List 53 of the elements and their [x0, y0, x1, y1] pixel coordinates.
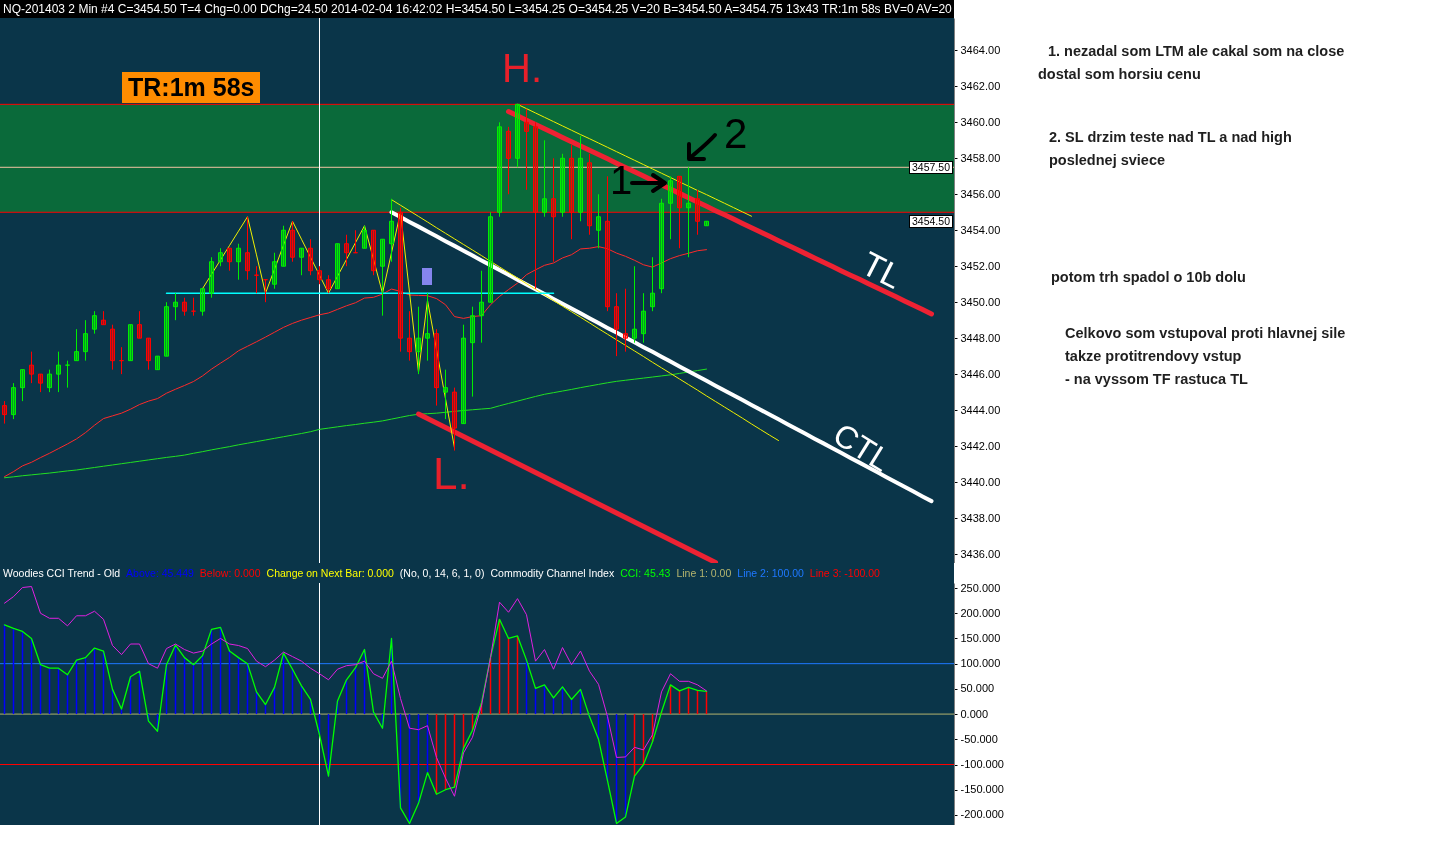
y-tick-label: 0.000 — [960, 707, 989, 720]
y-tick-label: -100.000 — [960, 758, 1004, 770]
annotation: 2 — [724, 110, 748, 159]
text: - na vyssom TF rastuca TL — [1065, 371, 1248, 388]
ref-line-label: Line 1: 0.00 — [676, 567, 732, 579]
annotation: 1 — [610, 157, 633, 203]
chart-title: NQ-201403 2 Min #4 C=3454.50 T=4 Chg=0.00 DChg=24.50 2014-02-04 16:42:02 H=3454.50 L=3454.25 O=3454.25 V=20 B=3454.50 A=3454.75 13x43 TR:1m 58s BV=0 AV=20 — [3, 2, 952, 16]
y-tick-label: 3458.00 — [960, 151, 1001, 164]
annotation: TR:1m 58s — [122, 72, 261, 103]
text: Commodity Channel Index — [490, 567, 615, 579]
text: takze protitrendovy vstup — [1065, 348, 1242, 365]
text: CCI: 45.43 — [620, 567, 671, 579]
annotation: L. — [433, 449, 470, 500]
y-tick-label: 3456.00 — [960, 187, 1001, 200]
text: Celkovo som vstupoval proti hlavnej sile — [1065, 325, 1346, 342]
y-tick-label: 3450.00 — [960, 295, 1001, 308]
y-tick-label: 3436.00 — [960, 547, 1001, 560]
text: (No, 0, 14, 6, 1, 0) — [399, 567, 485, 579]
y-tick-label: -200.000 — [960, 808, 1004, 821]
y-tick-label: 3454.00 — [960, 223, 1001, 236]
y-tick-label: 3442.00 — [960, 439, 1001, 452]
y-tick-label: 3438.00 — [960, 511, 1001, 524]
y-tick-label: -50.000 — [960, 732, 998, 745]
ref-line-label: Line 3: -100.00 — [809, 567, 880, 579]
text: 2. SL drzim teste nad TL a nad high — [1049, 129, 1292, 146]
text: poslednej sviece — [1049, 152, 1166, 169]
y-tick-label: 3448.00 — [960, 331, 1001, 344]
chart-title: Woodies CCI Trend - Old — [3, 567, 121, 579]
y-tick-label: -150.000 — [960, 783, 1004, 796]
y-tick-label: 3444.00 — [960, 403, 1001, 416]
y-tick-label: 200.000 — [960, 606, 1001, 619]
annotation: TL — [855, 244, 909, 297]
text: Below: 0.000 — [199, 567, 261, 579]
y-tick-label: 3446.00 — [960, 367, 1001, 380]
y-tick-label: 150.000 — [960, 631, 1001, 644]
annotation: H. — [502, 45, 542, 91]
y-tick-label: 50.000 — [960, 682, 995, 695]
text: dostal som horsiu cenu — [1038, 66, 1201, 83]
y-tick-label: 3452.00 — [960, 259, 1001, 272]
y-tick-label: 250.000 — [960, 581, 1001, 594]
annotation: 3454.50 — [909, 215, 953, 228]
text: potom trh spadol o 10b dolu — [1051, 269, 1246, 286]
ref-line-label: 3457.50 — [909, 160, 953, 174]
y-tick-label: 3462.00 — [960, 79, 1001, 92]
text: Above: 45.449 — [126, 567, 194, 579]
y-tick-label: 3460.00 — [960, 115, 1001, 128]
y-tick-label: 3440.00 — [960, 475, 1001, 488]
text: 1. nezadal som LTM ale cakal som na close — [1048, 43, 1345, 60]
y-tick-label: 100.000 — [960, 657, 1001, 670]
ref-line-label: Line 2: 100.00 — [737, 567, 804, 579]
y-tick-label: 3464.00 — [960, 43, 1001, 56]
legend-label: Change on Next Bar: 0.000 — [266, 567, 394, 579]
annotation: CTL — [826, 416, 898, 480]
